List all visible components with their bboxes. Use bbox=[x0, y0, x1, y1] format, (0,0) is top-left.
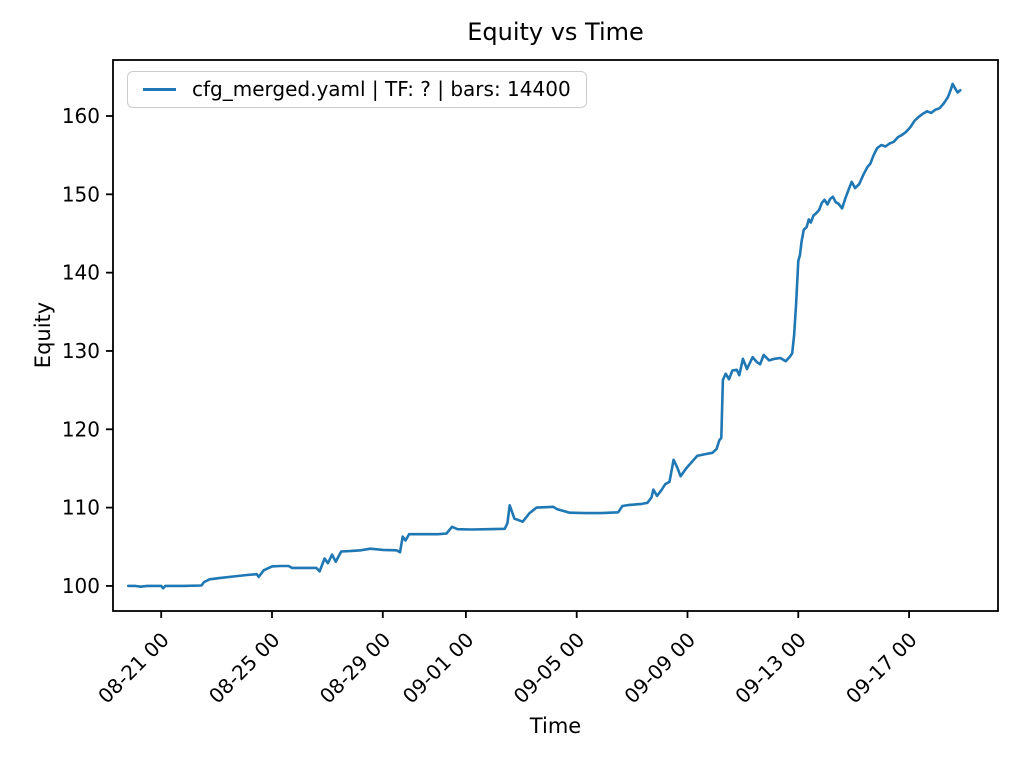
legend-line-sample bbox=[143, 87, 176, 92]
x-tick-label: 09-13 00 bbox=[730, 628, 811, 709]
y-tick-label: 120 bbox=[62, 417, 100, 441]
legend: cfg_merged.yaml | TF: ? | bars: 14400 bbox=[127, 71, 587, 108]
y-tick-label: 160 bbox=[62, 104, 100, 128]
x-tick-label: 08-21 00 bbox=[93, 628, 174, 709]
y-axis-label: Equity bbox=[31, 301, 55, 369]
plot-border bbox=[112, 59, 999, 612]
chart-title: Equity vs Time bbox=[467, 18, 644, 46]
x-tick-label: 09-01 00 bbox=[398, 628, 479, 709]
x-tick-label: 09-17 00 bbox=[841, 628, 922, 709]
x-tick-label: 09-05 00 bbox=[509, 628, 590, 709]
equity-line bbox=[126, 82, 962, 590]
y-tick-label: 110 bbox=[62, 496, 100, 520]
x-tick-label: 08-29 00 bbox=[315, 628, 396, 709]
x-axis-label: Time bbox=[529, 714, 582, 738]
x-tick-label: 09-09 00 bbox=[619, 628, 700, 709]
y-tick-label: 150 bbox=[62, 182, 100, 206]
x-tick-label: 08-25 00 bbox=[204, 628, 285, 709]
legend-label: cfg_merged.yaml | TF: ? | bars: 14400 bbox=[192, 76, 571, 101]
y-tick-label: 130 bbox=[62, 339, 100, 363]
y-tick-label: 140 bbox=[62, 261, 100, 285]
y-tick-label: 100 bbox=[62, 574, 100, 598]
